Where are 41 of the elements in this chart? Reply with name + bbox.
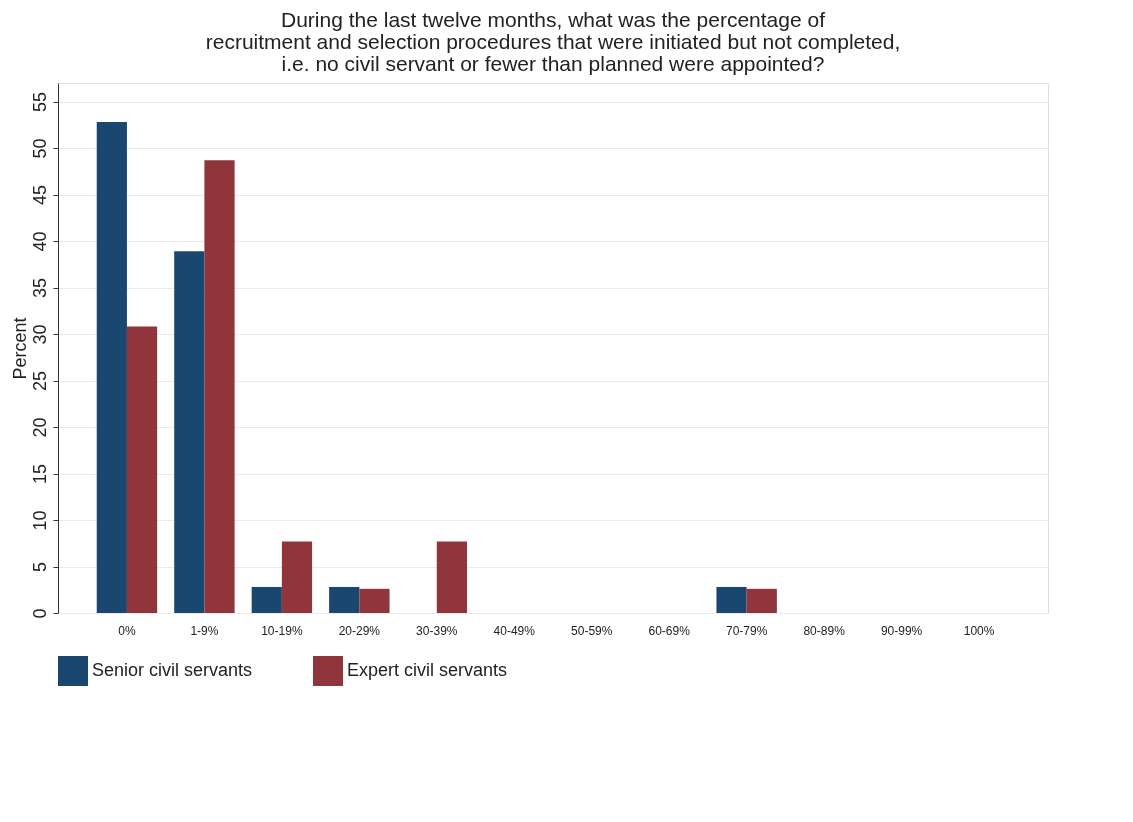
legend-label: Senior civil servants [92,660,253,680]
x-tick-label: 40-49% [493,623,536,638]
x-tick-label: 90-99% [880,623,923,638]
bar [436,541,468,613]
text: recruitment and selection procedures that were initiated but not completed, [205,30,901,53]
bar [746,588,777,613]
y-tick-label: 0 [29,608,50,619]
y-tick-label: 35 [29,278,50,299]
y-tick-label: 40 [29,231,50,252]
x-tick-label: 20-29% [338,623,381,638]
bar [329,586,360,613]
y-tick-label: 20 [29,417,50,438]
y-tick-label: 50 [29,138,50,159]
y-tick-label: 5 [29,562,50,573]
legend-label: Expert civil servants [347,660,508,680]
x-tick-label: 10-19% [261,623,303,638]
x-tick-label: 70-79% [725,623,768,638]
bar [96,122,127,613]
x-tick-label: 50-59% [571,623,613,638]
x-tick-label: 30-39% [416,623,458,638]
y-tick-label: 15 [29,464,50,485]
bar [281,541,313,613]
text: i.e. no civil servant or fewer than planned were appointed? [281,52,825,75]
x-tick-label: 80-89% [803,623,846,638]
bar [716,586,747,613]
bar [251,586,282,613]
y-tick-label: 30 [29,324,50,345]
text: During the last twelve months, what was the percentage of [281,8,825,31]
x-tick-label: 100% [963,623,995,638]
y-tick-label: 10 [29,510,50,531]
x-tick-label: 1-9% [190,623,219,638]
x-tick-label: 0% [118,623,136,638]
bar [174,251,205,613]
bar [126,326,158,613]
x-tick-label: 60-69% [648,623,691,638]
bar [204,160,235,613]
bar [359,588,390,613]
y-tick-label: 25 [29,371,50,392]
y-axis-title: Percent [9,317,30,380]
y-tick-label: 55 [29,92,50,113]
y-tick-label: 45 [29,185,50,206]
